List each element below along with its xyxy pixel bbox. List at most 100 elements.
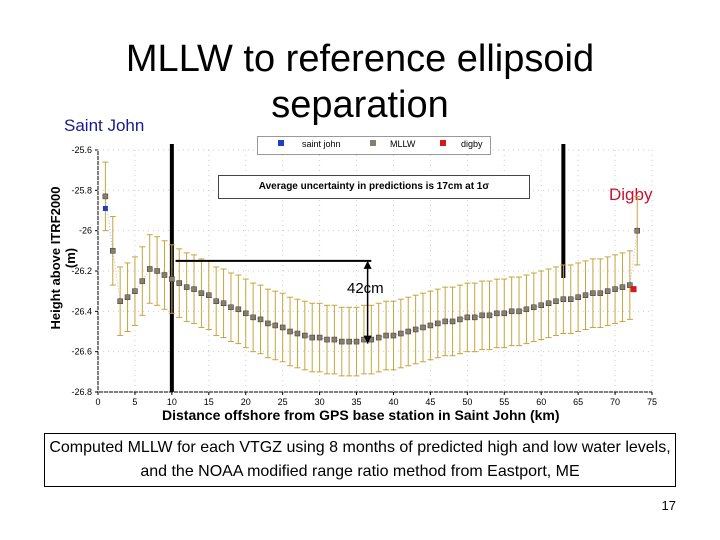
mllw-point <box>560 296 567 302</box>
mllw-point <box>302 332 308 339</box>
legend-item-saint-john: saint john <box>302 139 341 149</box>
mllw-point <box>575 294 581 300</box>
mllw-point <box>604 288 611 294</box>
y-tick-label: -25.6 <box>71 145 92 155</box>
mllw-point <box>213 298 219 304</box>
mllw-point <box>508 308 515 315</box>
mllw-point <box>612 286 618 292</box>
mllw-point <box>272 322 279 329</box>
difference-arrow-head-up <box>363 260 372 269</box>
mllw-point <box>553 298 559 304</box>
x-tick-label: 45 <box>425 397 435 407</box>
y-tick-label: -26.6 <box>71 347 92 357</box>
mllw-point <box>405 328 411 335</box>
mllw-point <box>435 320 441 327</box>
mllw-point <box>523 306 530 313</box>
x-tick-label: 50 <box>462 397 472 407</box>
mllw-point <box>257 316 264 323</box>
mllw-point <box>242 310 249 317</box>
mllw-point <box>582 292 589 298</box>
mllw-point <box>139 278 146 284</box>
mllw-point <box>279 324 286 331</box>
y-tick-label: -26.2 <box>71 266 92 276</box>
x-tick-label: 10 <box>167 397 177 407</box>
mllw-point <box>531 304 537 311</box>
mllw-point <box>309 334 315 341</box>
mllw-point <box>597 290 604 296</box>
legend-marker-digby <box>440 140 446 146</box>
slide-caption: Computed MLLW for each VTGZ using 8 mont… <box>44 433 676 487</box>
mllw-point <box>412 326 419 333</box>
mllw-point <box>486 312 493 319</box>
mllw-point <box>146 266 153 272</box>
x-tick-label: 40 <box>388 397 398 407</box>
mllw-point <box>464 314 471 321</box>
mllw-point <box>250 314 256 321</box>
mllw-point <box>176 280 183 286</box>
x-tick-label: 20 <box>241 397 251 407</box>
x-tick-label: 55 <box>499 397 509 407</box>
digby-label: Digby <box>609 185 653 204</box>
mllw-point <box>169 276 175 282</box>
mllw-point <box>316 334 323 341</box>
mllw-point <box>449 318 456 325</box>
mllw-point <box>324 336 330 343</box>
mllw-point <box>634 227 640 234</box>
digby-point <box>630 286 637 293</box>
mllw-point <box>619 284 626 290</box>
mllw-point <box>442 318 448 325</box>
mllw-point <box>132 288 138 294</box>
mllw-point <box>375 334 382 341</box>
mllw-point <box>191 286 197 292</box>
mllw-point <box>383 332 389 339</box>
legend-marker-mllw <box>370 140 376 146</box>
difference-arrow-head-down <box>363 335 372 344</box>
x-tick-label: 60 <box>536 397 546 407</box>
mllw-point <box>479 312 485 319</box>
mllw-point <box>198 290 205 296</box>
legend-marker-saint-john <box>278 140 284 146</box>
chart-legend: saint john MLLW digby <box>257 136 491 155</box>
mllw-point <box>154 268 160 274</box>
mllw-point <box>390 332 397 339</box>
mllw-point <box>538 302 544 309</box>
x-tick-label: 0 <box>95 397 100 407</box>
mllw-point <box>545 300 552 307</box>
mllw-point <box>516 308 522 315</box>
x-axis-label: Distance offshore from GPS base station … <box>162 407 560 423</box>
mllw-point <box>228 304 234 311</box>
x-tick-label: 15 <box>204 397 214 407</box>
mllw-point <box>471 314 478 321</box>
mllw-point <box>457 316 463 323</box>
x-tick-label: 25 <box>278 397 288 407</box>
mllw-point <box>494 310 500 317</box>
mllw-point <box>161 272 168 278</box>
mllw-point <box>346 338 352 345</box>
mllw-point <box>110 248 116 254</box>
slide-title: MLLW to reference ellipsoid separation <box>125 38 595 126</box>
legend-item-mllw: MLLW <box>390 139 416 149</box>
x-tick-label: 65 <box>573 397 583 407</box>
page-number: 17 <box>661 498 676 513</box>
mllw-point <box>398 330 404 337</box>
mllw-point <box>427 322 434 329</box>
mllw-point <box>420 324 426 331</box>
mllw-point <box>331 336 338 343</box>
mllw-point <box>206 292 212 298</box>
mllw-point <box>294 330 301 337</box>
x-tick-label: 5 <box>132 397 137 407</box>
y-tick-label: -26.4 <box>71 306 92 316</box>
mllw-point <box>265 320 271 327</box>
mllw-point <box>627 282 633 288</box>
x-tick-label: 35 <box>352 397 362 407</box>
mllw-point <box>117 298 123 304</box>
saint-john-point <box>102 205 108 211</box>
x-tick-label: 30 <box>315 397 325 407</box>
mllw-point <box>353 338 360 345</box>
legend-item-digby: digby <box>461 139 483 149</box>
mllw-point <box>287 328 293 335</box>
mllw-point <box>590 290 596 296</box>
mllw-point <box>183 284 190 290</box>
y-axis-label: Height above ITRF2000 (m) <box>48 186 78 330</box>
y-tick-label: -25.8 <box>71 185 92 195</box>
